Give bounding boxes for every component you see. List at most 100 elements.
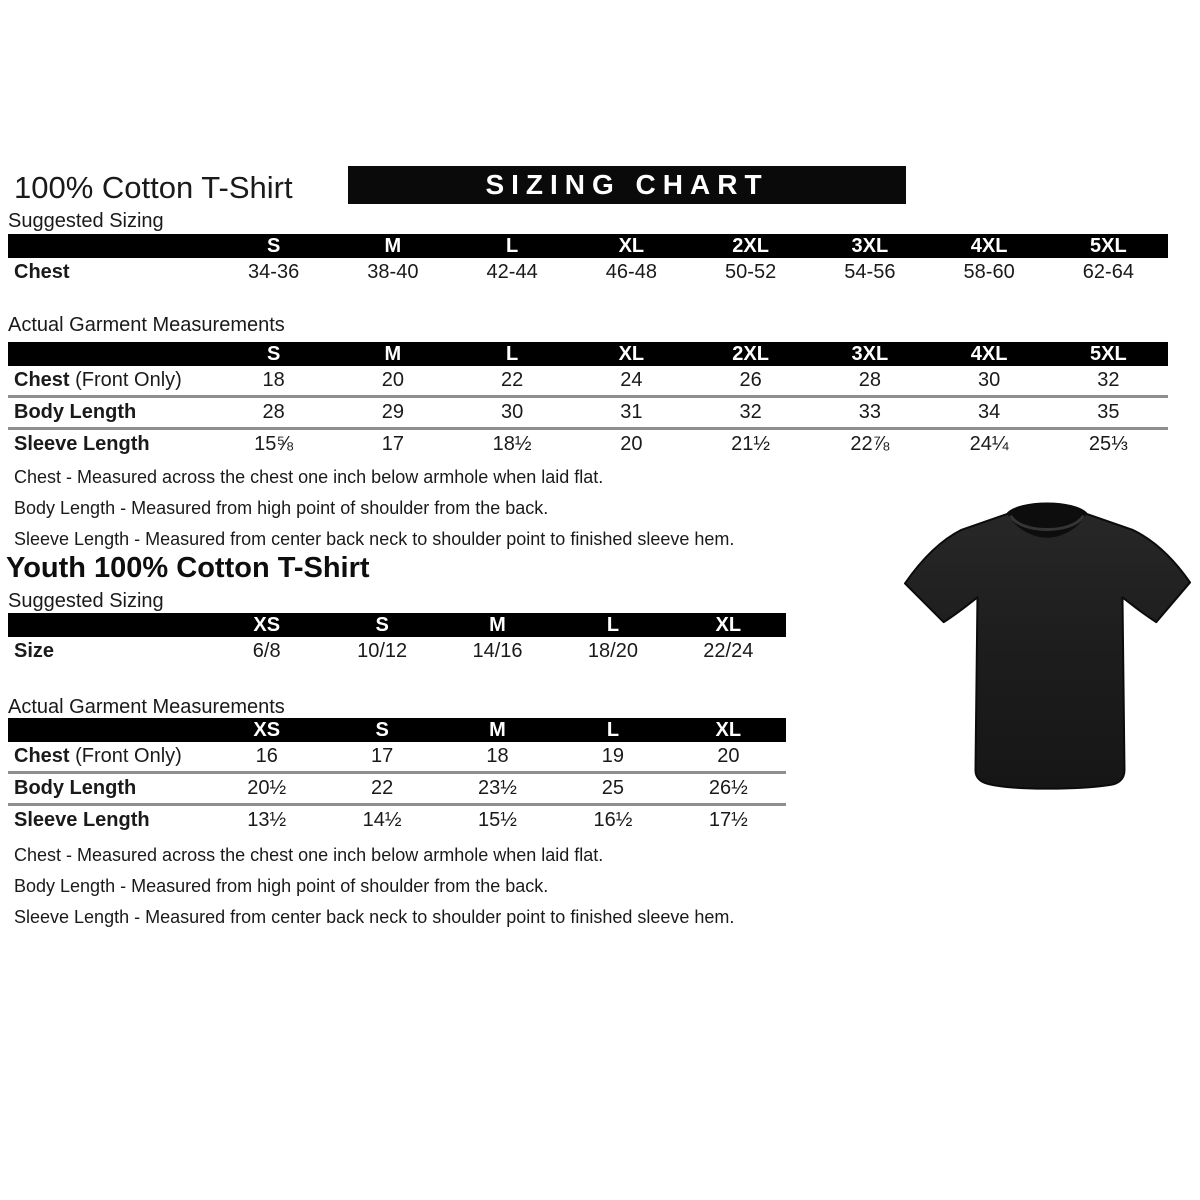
cell-value: 26	[739, 369, 762, 391]
table-row: Chest (Front Only) 18 20 22 24 26 28 30 32	[8, 366, 1168, 395]
table-row: Size 6/8 10/12 14/16 18/20 22/24	[8, 637, 786, 666]
cell-value: 20½	[247, 777, 287, 799]
youth-actual-measurements-label: Actual Garment Measurements	[8, 696, 285, 718]
row-label: Chest	[14, 261, 70, 283]
column-header: 3XL	[851, 234, 889, 257]
cell-value: 20	[717, 745, 740, 767]
cell-value: 30	[978, 369, 1001, 391]
cell-value: 18½	[492, 433, 532, 455]
column-header: 4XL	[970, 342, 1008, 365]
column-header: XL	[618, 234, 645, 257]
row-label: Body Length	[14, 401, 137, 423]
table-header-row: XS S M L XL	[8, 718, 786, 742]
column-header: M	[489, 613, 506, 636]
table-row: Body Length 20½ 22 23½ 25 26½	[8, 771, 786, 803]
tshirt-body	[903, 502, 1192, 790]
cell-value: 34-36	[248, 261, 300, 283]
cell-value: 25⅓	[1088, 433, 1128, 455]
column-header: M	[384, 234, 402, 257]
cell-value: 38-40	[367, 261, 419, 283]
tshirt-collar-rim	[1009, 515, 1085, 532]
table-header-row: XS S M L XL	[8, 613, 786, 637]
note-body-length: Body Length - Measured from high point o…	[14, 876, 549, 896]
cell-value: 32	[739, 401, 762, 423]
column-header: M	[384, 342, 402, 365]
cell-value: 19	[601, 745, 625, 767]
cell-value: 14/16	[472, 640, 523, 662]
cell-value: 14½	[362, 809, 402, 831]
cell-value: 17½	[708, 809, 748, 831]
cell-value: 24	[620, 369, 643, 391]
note-sleeve-length: Sleeve Length - Measured from center bac…	[14, 529, 735, 549]
note-sleeve-length: Sleeve Length - Measured from center bac…	[14, 907, 735, 927]
table-row: Chest 34-36 38-40 42-44 46-48 50-52 54-56 58-60…	[8, 258, 1168, 287]
youth-suggested-sizing-table: XS S M L XL Size 6/8 10/12 14/16 18/20 22/24	[8, 613, 786, 666]
adult-actual-measurements-label: Actual Garment Measurements	[8, 314, 285, 336]
column-header: S	[375, 613, 389, 636]
table-row: Sleeve Length 15⅝ 17 18½ 20 21½ 22⅞ 24¼ 25⅓	[8, 427, 1168, 459]
table-header-row: S M L XL 2XL 3XL 4XL 5XL	[8, 234, 1168, 258]
cell-value: 21½	[731, 433, 771, 455]
adult-measurement-notes: Chest - Measured across the chest one in…	[14, 462, 734, 555]
cell-value: 28	[858, 369, 881, 391]
row-label: Chest (Front Only)	[14, 745, 182, 767]
cell-value: 54-56	[844, 261, 896, 283]
column-header: L	[606, 718, 620, 741]
cell-value: 16½	[593, 809, 633, 831]
tshirt-illustration	[903, 502, 1192, 790]
table-header-row: S M L XL 2XL 3XL 4XL 5XL	[8, 342, 1168, 366]
row-label: Body Length	[14, 777, 137, 799]
cell-value: 16	[255, 745, 278, 767]
youth-suggested-sizing-label: Suggested Sizing	[8, 590, 164, 612]
column-header: 4XL	[970, 234, 1008, 257]
column-header: S	[266, 342, 281, 365]
column-header: 5XL	[1090, 342, 1127, 365]
cell-value: 29	[381, 401, 404, 423]
youth-actual-measurements-table: XS S M L XL Chest (Front Only) 16 17 18 19 20 Body …	[8, 718, 786, 835]
column-header: XS	[253, 718, 281, 741]
cell-value: 17	[381, 433, 404, 455]
cell-value: 17	[370, 745, 394, 767]
column-header: L	[506, 234, 519, 257]
column-header: S	[375, 718, 389, 741]
cell-value: 18	[262, 369, 285, 391]
black-tshirt-image	[898, 490, 1196, 800]
cell-value: 6/8	[252, 640, 281, 662]
cell-value: 31	[620, 401, 643, 423]
cell-value: 46-48	[605, 261, 657, 283]
column-header: S	[266, 234, 281, 257]
page-title: 100% Cotton T-Shirt	[14, 170, 293, 205]
cell-value: 10/12	[357, 640, 408, 662]
cell-value: 18	[486, 745, 509, 767]
cell-value: 23½	[478, 777, 517, 799]
column-header: XL	[715, 718, 742, 741]
cell-value: 22	[370, 777, 394, 799]
youth-measurement-notes: Chest - Measured across the chest one in…	[14, 840, 734, 933]
cell-value: 62-64	[1082, 261, 1134, 283]
cell-value: 15⅝	[254, 433, 294, 455]
column-header: 2XL	[732, 234, 769, 257]
cell-value: 22⅞	[850, 433, 890, 455]
adult-suggested-sizing-label: Suggested Sizing	[8, 210, 164, 232]
cell-value: 32	[1097, 369, 1120, 391]
row-label: Sleeve Length	[14, 809, 150, 831]
column-header: XS	[253, 613, 281, 636]
cell-value: 15½	[478, 809, 517, 831]
table-row: Body Length 28 29 30 31 32 33 34 35	[8, 395, 1168, 427]
adult-suggested-sizing-table: S M L XL 2XL 3XL 4XL 5XL Chest 34-36 38-40 42-44 46-…	[8, 234, 1168, 287]
cell-value: 50-52	[725, 261, 777, 283]
youth-section-title: Youth 100% Cotton T-Shirt	[6, 552, 370, 584]
cell-value: 20	[381, 369, 404, 391]
column-header: 3XL	[851, 342, 889, 365]
cell-value: 35	[1097, 401, 1120, 423]
note-body-length: Body Length - Measured from high point o…	[14, 498, 549, 518]
cell-value: 58-60	[963, 261, 1015, 283]
row-label: Size	[14, 640, 55, 662]
cell-value: 22	[501, 369, 524, 391]
row-label: Sleeve Length	[14, 433, 150, 455]
cell-value: 33	[858, 401, 881, 423]
cell-value: 30	[501, 401, 524, 423]
column-header: L	[606, 613, 620, 636]
column-header: 2XL	[732, 342, 769, 365]
table-row: Chest (Front Only) 16 17 18 19 20	[8, 742, 786, 771]
